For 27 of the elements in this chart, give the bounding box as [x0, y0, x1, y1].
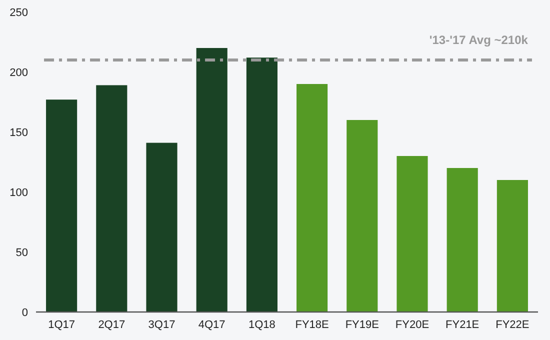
bar [246, 58, 278, 312]
x-tick-label: FY22E [496, 319, 530, 331]
x-tick-label: 4Q17 [198, 319, 226, 331]
x-tick-label: 1Q18 [248, 319, 276, 331]
bar [496, 180, 528, 312]
ref-line-label: '13-'17 Avg ~210k [429, 33, 528, 47]
y-tick-label: 150 [10, 126, 28, 139]
bar [46, 100, 78, 312]
bar [96, 85, 128, 312]
y-tick-label: 50 [16, 246, 28, 259]
x-tick-label: FY21E [446, 319, 480, 331]
x-tick-label: 1Q17 [48, 319, 76, 331]
bar [346, 120, 378, 312]
bar [296, 84, 328, 312]
y-tick-label: 0 [22, 306, 28, 319]
bar [446, 168, 478, 312]
x-tick-label: FY19E [345, 319, 379, 331]
bar [196, 48, 228, 312]
x-tick-label: 2Q17 [98, 319, 126, 331]
x-tick-label: FY18E [295, 319, 329, 331]
y-tick-label: 200 [10, 66, 28, 79]
y-tick-label: 250 [10, 6, 28, 19]
bar [146, 142, 178, 312]
x-tick-label: 3Q17 [148, 319, 176, 331]
y-tick-label: 100 [10, 186, 28, 199]
x-tick-label: FY20E [395, 319, 430, 331]
bar [396, 156, 428, 312]
